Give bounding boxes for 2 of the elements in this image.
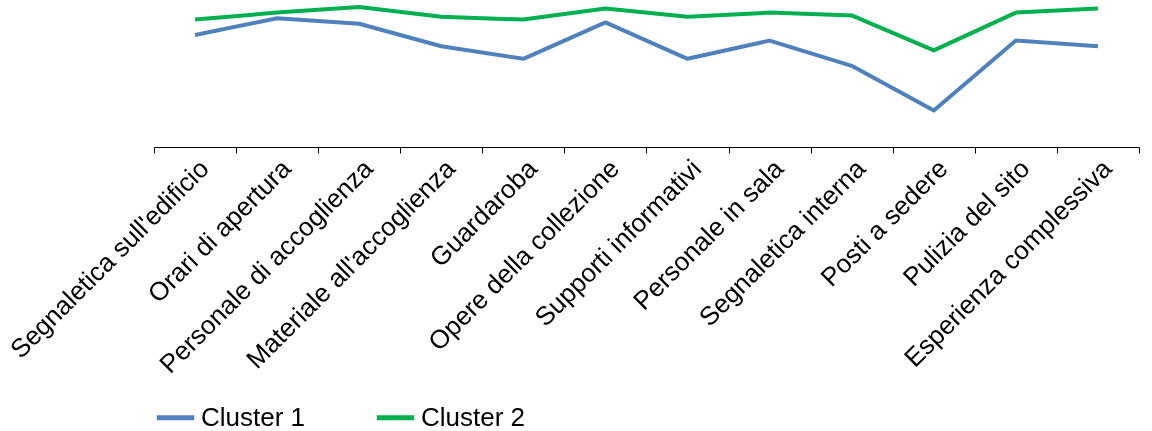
legend-label: Cluster 1 bbox=[201, 401, 306, 431]
legend-label: Cluster 2 bbox=[421, 401, 526, 431]
